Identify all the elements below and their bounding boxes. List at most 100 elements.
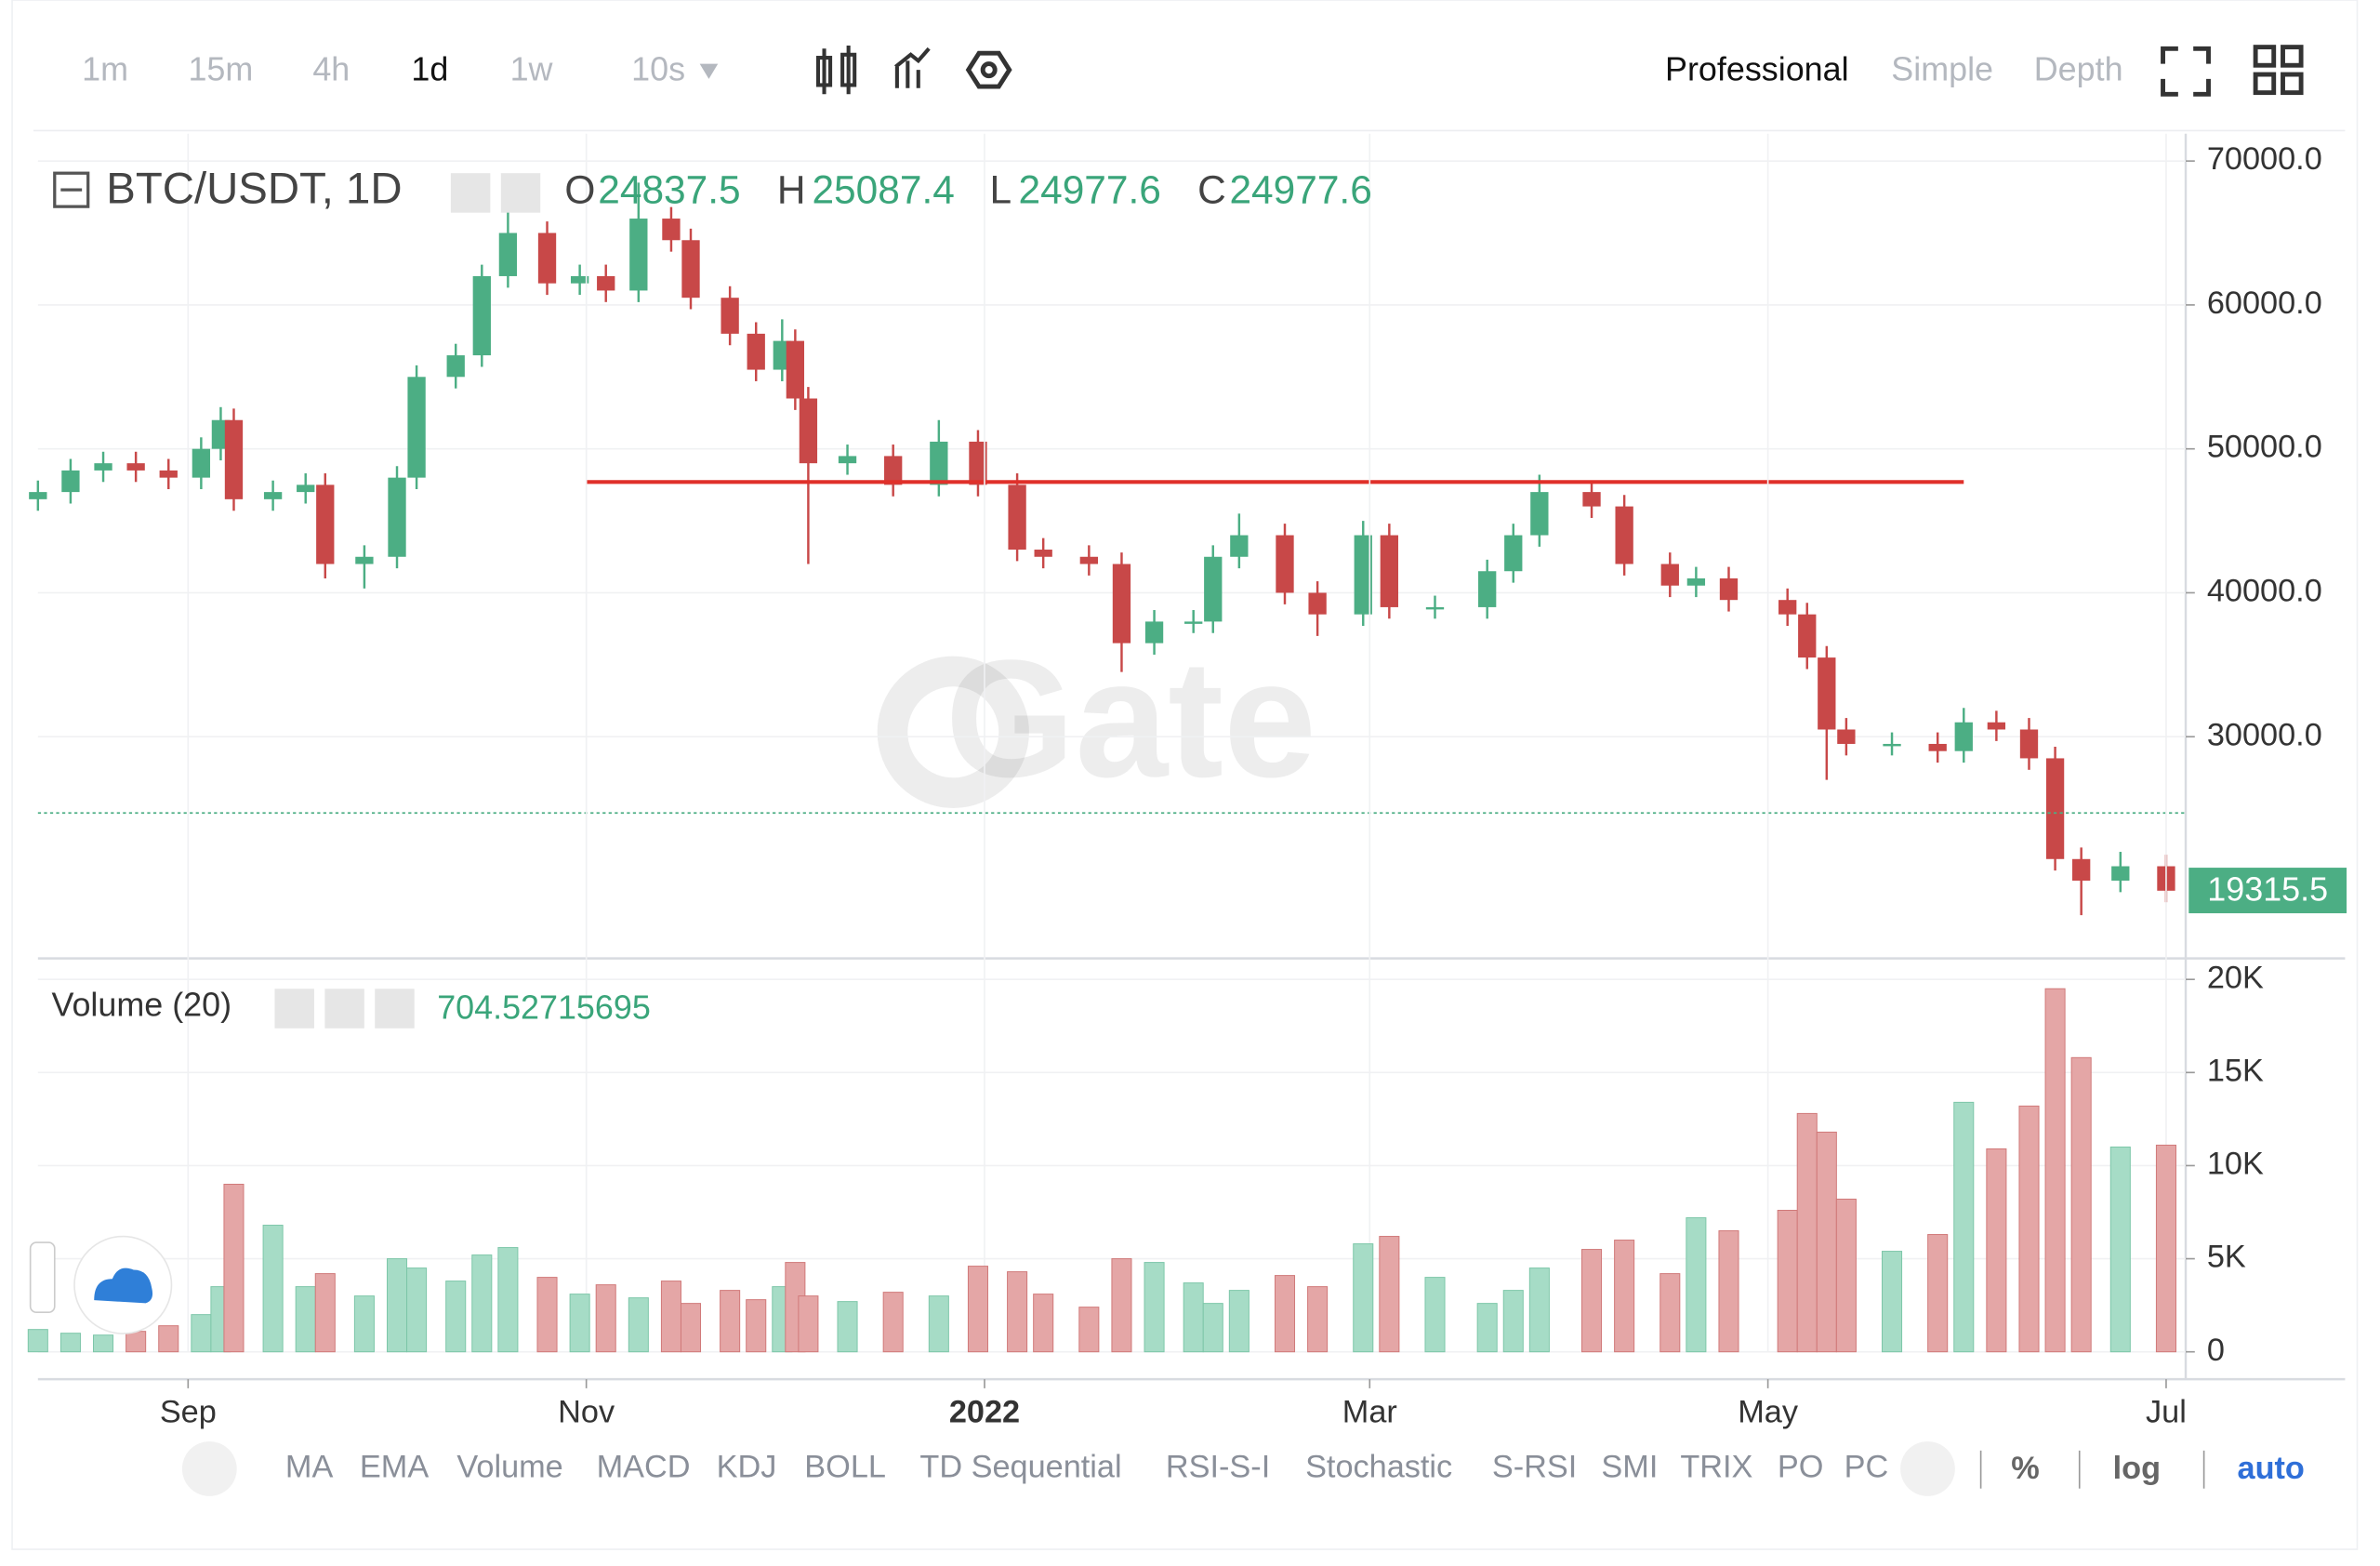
settings-icon[interactable] bbox=[965, 50, 1012, 89]
last-price-box bbox=[2188, 868, 2347, 914]
volume-bar bbox=[1033, 1294, 1054, 1353]
volume-bar bbox=[1202, 1303, 1223, 1353]
volume-bar bbox=[569, 1294, 590, 1353]
candle-body bbox=[1308, 592, 1327, 615]
volume-bar bbox=[536, 1277, 558, 1353]
ohlc-value: 24977.6 bbox=[1019, 168, 1161, 212]
candle-body bbox=[1204, 556, 1223, 622]
candle-body bbox=[159, 470, 178, 478]
volume-bar bbox=[928, 1295, 949, 1353]
interval-button[interactable]: 1d bbox=[411, 49, 448, 87]
indicator[interactable]: S-RSI bbox=[1492, 1450, 1577, 1485]
indicator[interactable]: RSI-S-I bbox=[1166, 1450, 1270, 1485]
candle-body bbox=[884, 456, 903, 485]
interval-button[interactable]: 15m bbox=[188, 49, 253, 87]
collapse-button[interactable] bbox=[53, 171, 90, 208]
indicator[interactable]: MA bbox=[285, 1450, 334, 1485]
indicator[interactable]: EMA bbox=[360, 1450, 429, 1485]
indicator[interactable]: PC bbox=[1844, 1450, 1889, 1485]
volume-bar bbox=[660, 1281, 681, 1353]
indicator[interactable]: KDJ bbox=[717, 1450, 777, 1485]
layout-icon[interactable] bbox=[2253, 45, 2304, 96]
indicator[interactable]: BOLL bbox=[804, 1450, 886, 1485]
fullscreen-icon[interactable] bbox=[2161, 46, 2211, 97]
indicator-icon[interactable] bbox=[893, 46, 931, 88]
ohlc-value: 24837.5 bbox=[598, 168, 740, 212]
y-tick-label: 40000.0 bbox=[2207, 574, 2322, 609]
volume-bar bbox=[93, 1334, 114, 1353]
auto-toggle[interactable]: auto bbox=[2238, 1451, 2305, 1486]
candle-icon[interactable] bbox=[815, 46, 857, 95]
plot-area: 30000.0 40000.0 50000.0 60000.0 70000.0 19315… bbox=[27, 133, 2347, 1430]
volume-bar bbox=[1307, 1286, 1329, 1353]
settings-button[interactable] bbox=[500, 173, 541, 213]
interval-button[interactable]: 1m bbox=[82, 49, 128, 87]
symbol: BTC/USDT, 1D bbox=[106, 164, 402, 213]
volume-bar bbox=[158, 1325, 179, 1353]
volume-bar bbox=[1777, 1210, 1798, 1353]
candle-body bbox=[1276, 535, 1294, 593]
interval-dropdown[interactable]: 10s bbox=[631, 49, 685, 87]
mode-button[interactable]: Depth bbox=[2034, 49, 2123, 87]
side-toggle[interactable] bbox=[29, 1241, 56, 1314]
indicator[interactable]: MACD bbox=[597, 1450, 691, 1485]
close-button[interactable] bbox=[375, 989, 415, 1029]
volume-bar bbox=[798, 1295, 819, 1353]
candle-body bbox=[1034, 550, 1052, 557]
volume-bar bbox=[1078, 1307, 1100, 1353]
candle-body bbox=[1778, 600, 1797, 615]
volume-bar bbox=[126, 1331, 147, 1353]
candle-body bbox=[747, 333, 765, 370]
volume-bar bbox=[60, 1333, 81, 1353]
scroll-right[interactable] bbox=[1900, 1441, 1955, 1496]
volume-bar bbox=[837, 1301, 858, 1353]
mode-button[interactable]: Simple bbox=[1891, 49, 1993, 87]
volume-bar bbox=[1476, 1303, 1498, 1353]
volume-bar bbox=[1581, 1249, 1603, 1353]
indicator[interactable]: TRIX bbox=[1680, 1450, 1752, 1485]
candle-body bbox=[1530, 492, 1549, 536]
volume-bar bbox=[1228, 1290, 1250, 1353]
candle-body bbox=[1883, 743, 1901, 747]
candle-body bbox=[1928, 743, 1947, 751]
ohlc-label: C bbox=[1197, 168, 1226, 212]
indicator[interactable]: Volume bbox=[456, 1450, 562, 1485]
volume-bar bbox=[1686, 1217, 1707, 1353]
mode-button[interactable]: Professional bbox=[1665, 49, 1849, 87]
volume-bar bbox=[1986, 1148, 2007, 1353]
interval-button[interactable]: 1w bbox=[510, 49, 554, 87]
logo-icon bbox=[94, 1267, 153, 1304]
x-tick-label: Nov bbox=[558, 1395, 615, 1430]
candle-body bbox=[1660, 564, 1679, 586]
candle-body bbox=[597, 275, 615, 291]
candle-body bbox=[1798, 614, 1817, 658]
settings-button[interactable] bbox=[324, 989, 364, 1029]
indicator[interactable]: PO bbox=[1778, 1450, 1824, 1485]
indicator[interactable]: SMI bbox=[1601, 1450, 1658, 1485]
candle-body bbox=[629, 219, 648, 291]
candle-body bbox=[2072, 858, 2091, 881]
scroll-left[interactable] bbox=[181, 1441, 237, 1496]
volume-bar bbox=[471, 1254, 493, 1353]
candle-body bbox=[1112, 564, 1131, 644]
candle-body bbox=[662, 219, 681, 241]
indicator[interactable]: Stochastic bbox=[1305, 1450, 1452, 1485]
candle-body bbox=[1686, 577, 1706, 586]
frame bbox=[11, 0, 2359, 1550]
percent-toggle[interactable]: % bbox=[2011, 1451, 2039, 1486]
candle-body bbox=[94, 463, 112, 471]
interval-button[interactable]: 4h bbox=[312, 49, 350, 87]
candle-body bbox=[1425, 606, 1445, 610]
volume-bar bbox=[882, 1292, 904, 1353]
volume-bar bbox=[1528, 1267, 1550, 1353]
volume-bar bbox=[1835, 1199, 1857, 1353]
candle-body bbox=[316, 484, 335, 564]
indicator[interactable]: TD Sequential bbox=[919, 1450, 1121, 1485]
visibility-button[interactable] bbox=[274, 989, 314, 1029]
candle-body bbox=[29, 492, 47, 499]
log-toggle[interactable]: log bbox=[2113, 1451, 2161, 1486]
visibility-button[interactable] bbox=[450, 173, 491, 213]
volume-bar bbox=[2070, 1056, 2092, 1353]
volume-bar bbox=[386, 1258, 408, 1353]
volume-bar bbox=[628, 1297, 649, 1353]
